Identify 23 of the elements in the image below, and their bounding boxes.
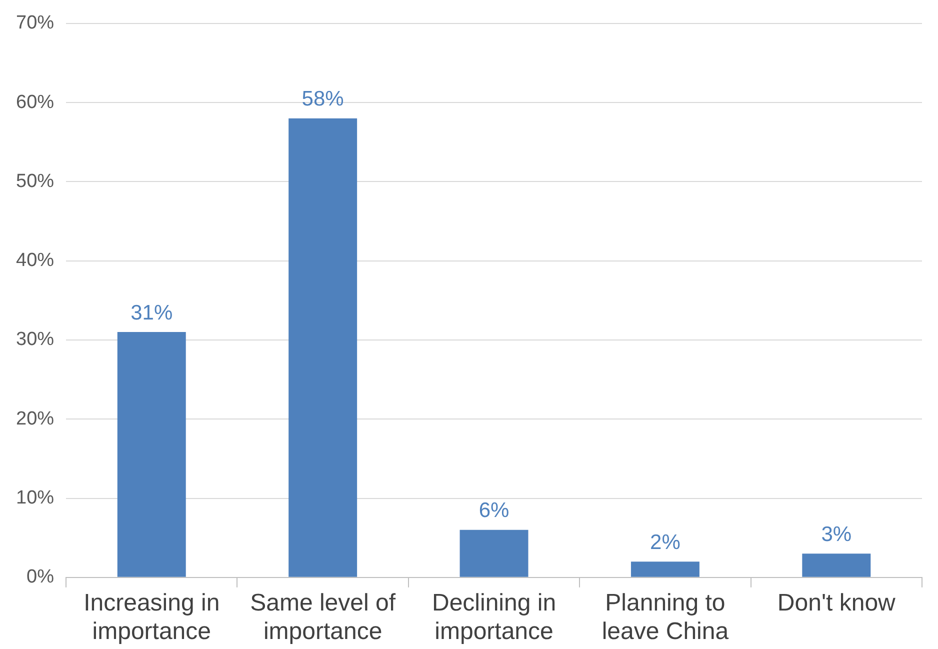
- data-label: 3%: [821, 522, 852, 546]
- data-label: 2%: [650, 530, 680, 554]
- bar: [802, 554, 871, 577]
- data-label: 58%: [302, 88, 344, 111]
- y-tick-label: 50%: [16, 170, 54, 192]
- y-tick-label: 60%: [16, 92, 54, 113]
- bar: [288, 118, 358, 577]
- bar: [117, 332, 186, 577]
- y-tick-label: 20%: [16, 408, 54, 430]
- x-tick-label: Declining in importance: [432, 589, 556, 646]
- data-label: 31%: [130, 301, 173, 324]
- x-tick-label: Planning to leave China: [602, 589, 730, 646]
- y-tick-label: 40%: [16, 250, 54, 272]
- bar: [460, 530, 528, 577]
- x-tick-label: Don't know: [777, 589, 896, 616]
- y-tick-label: 70%: [16, 12, 54, 34]
- x-tick-label: Increasing in importance: [84, 589, 220, 646]
- x-tick-label: Same level of importance: [250, 589, 396, 646]
- data-label: 6%: [478, 499, 510, 522]
- y-tick-label: 10%: [16, 487, 54, 508]
- y-tick-label: 30%: [16, 329, 54, 350]
- bar: [630, 562, 700, 577]
- y-tick-label: 0%: [26, 566, 54, 588]
